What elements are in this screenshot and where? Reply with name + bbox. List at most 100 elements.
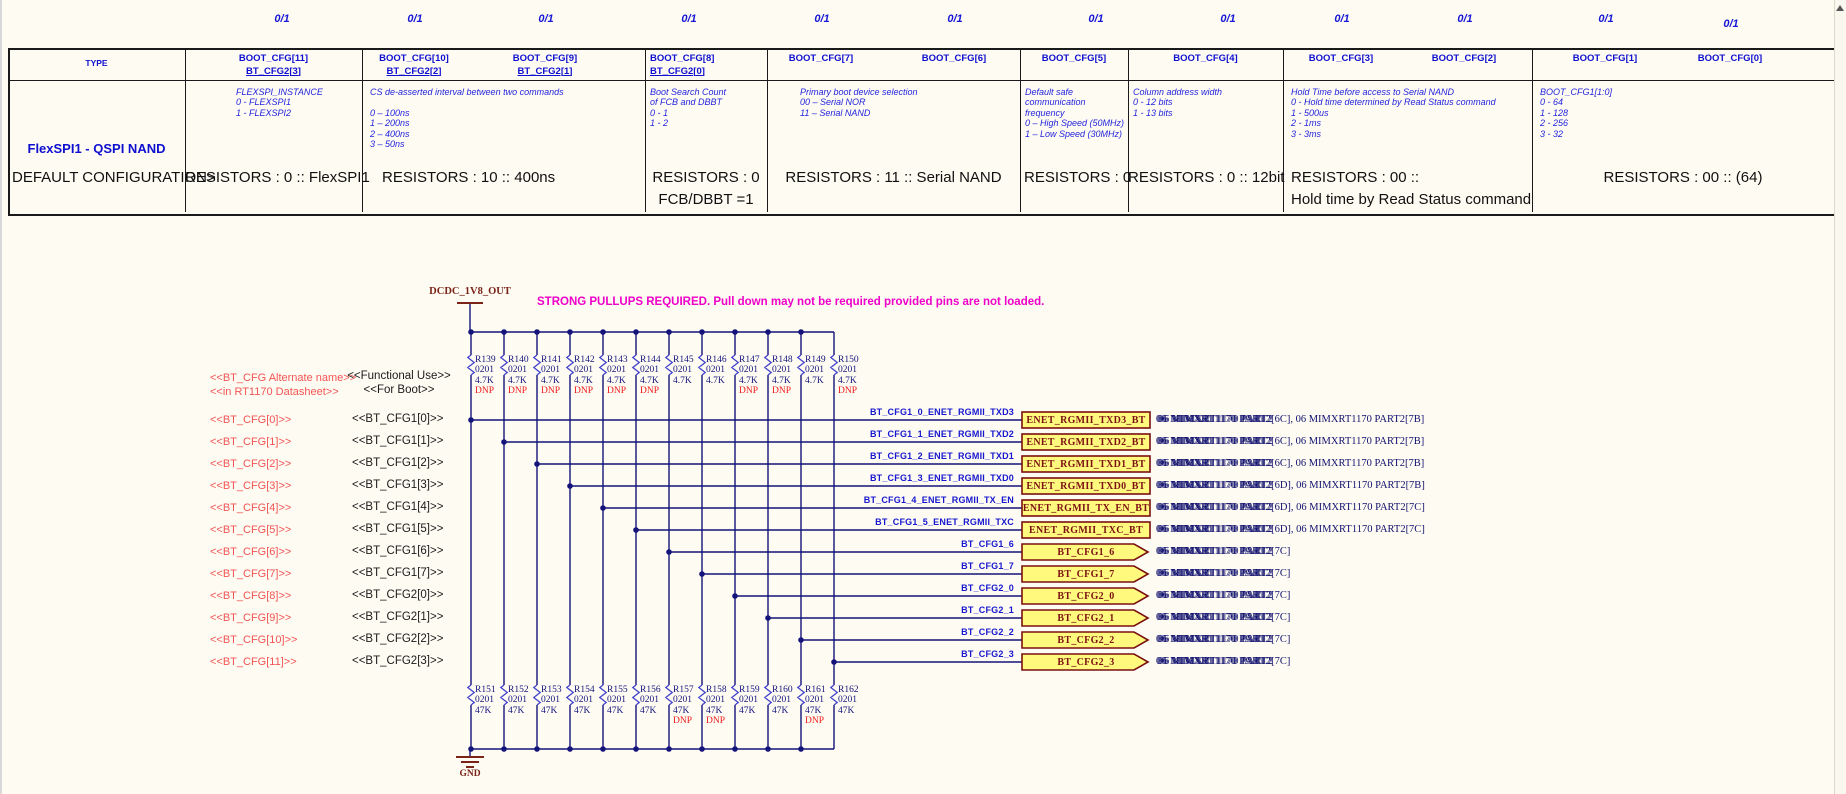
resistor-dnp-flag: DNP [772, 385, 792, 396]
resistor-dnp-flag: DNP [607, 385, 627, 396]
desc-line: Hold Time before access to Serial NAND [1291, 87, 1454, 97]
resistor-value: 4.7K [838, 375, 857, 386]
port-label: ENET_RGMII_TXD3_BT [1026, 415, 1146, 426]
resistor-value: 4.7K [706, 375, 725, 386]
resistor-dnp-flag: DNP [475, 385, 495, 396]
bt-cfg-functional-name: <<BT_CFG1[6]>> [352, 545, 444, 557]
bit-flag: 0/1 [1334, 13, 1350, 25]
resistor-value: 4.7K [772, 375, 791, 386]
desc-line: Primary boot device selection [800, 87, 918, 97]
resistor-refdes: R142 [574, 355, 595, 365]
resistor-dnp-flag: DNP [640, 385, 660, 396]
resistor: R154 0201 47K [574, 685, 595, 716]
resistor-value: 4.7K [805, 375, 824, 386]
scroll-up-arrow-icon[interactable] [1836, 5, 1844, 11]
resistor-value: 4.7K [574, 375, 593, 386]
net-label: BT_CFG1_0_ENET_RGMII_TXD3 [869, 407, 1014, 417]
resistor-dnp-flag: DNP [673, 715, 693, 726]
resistor-size: 0201 [838, 695, 857, 706]
signal-row: <<BT_CFG[2]>> <<BT_CFG1[2]>> BT_CFG1_2_E… [0, 451, 1846, 475]
desc-line: CS de-asserted interval between two comm… [370, 87, 564, 97]
resistor-refdes: R160 [772, 685, 793, 695]
alt-name-header-line2: <<in RT1170 Datasheet>> [210, 386, 339, 398]
desc-line: 1 - 2 [650, 118, 669, 129]
table-divider [362, 48, 363, 212]
signal-row: <<BT_CFG[0]>> <<BT_CFG1[0]>> BT_CFG1_0_E… [0, 407, 1846, 431]
resistor-value: 47K [838, 705, 855, 716]
vertical-scrollbar[interactable] [1834, 0, 1846, 794]
bit-flag: 0/1 [1723, 18, 1739, 30]
bt-cfg-alt-name: <<BT_CFG[10]>> [210, 634, 298, 646]
desc-line: 1 - FLEXSPI2 [236, 107, 292, 118]
resistor: R151 0201 47K [475, 685, 496, 716]
gnd-label: GND [459, 769, 481, 779]
resistor: R160 0201 47K [772, 685, 793, 716]
signal-row: <<BT_CFG[4]>> <<BT_CFG1[4]>> BT_CFG1_4_E… [0, 495, 1846, 519]
bit-flag: 0/1 [681, 13, 697, 25]
resistor-size: 0201 [574, 365, 593, 376]
port-label: ENET_RGMII_TX_EN_BT [1022, 503, 1150, 514]
port-label: ENET_RGMII_TXD0_BT [1026, 481, 1146, 492]
sheet-reference: 06 MIMXRT1170 PART2[7C] [1156, 634, 1291, 645]
sheet-reference: 06 MIMXRT1170 PART2[6D], 06 MIMXRT1170 P… [1156, 524, 1425, 535]
port-symbol [1021, 609, 1150, 627]
boot-type-label: FlexSPI1 - QSPI NAND [27, 141, 166, 156]
desc-line: 1 – Low Speed (30MHz) [1025, 128, 1123, 139]
port-symbol [1021, 499, 1151, 517]
default-cfg4: RESISTORS : 0 :: 12bit [1128, 169, 1285, 186]
resistor-size: 0201 [805, 365, 824, 376]
resistor-refdes: R146 [706, 355, 727, 365]
col-header-boot-cfg-4: BOOT_CFG[4] [1173, 53, 1238, 64]
resistor-dnp-flag: DNP [838, 385, 858, 396]
resistor-size: 0201 [673, 695, 692, 706]
bt-cfg-alt-name: <<BT_CFG[11]>> [210, 656, 297, 668]
port-symbol [1021, 543, 1150, 561]
signal-row: <<BT_CFG[11]>> <<BT_CFG2[3]>> BT_CFG2_3 … [0, 649, 1846, 673]
resistor-value: 4.7K [541, 375, 560, 386]
resistor-size: 0201 [838, 365, 857, 376]
net-label: BT_CFG1_1_ENET_RGMII_TXD2 [869, 429, 1014, 439]
default-cfg3-2-line2: Hold time by Read Status command [1291, 191, 1532, 208]
resistor: R141 0201 4.7K DNP [541, 355, 562, 396]
desc-line: 0 - 12 bits [1133, 97, 1173, 108]
resistor-dnp-flag: DNP [739, 385, 759, 396]
port-symbol [1021, 587, 1150, 605]
bit-flag: 0/1 [407, 13, 423, 25]
resistor-refdes: R157 [673, 685, 694, 695]
net-label: BT_CFG1_3_ENET_RGMII_TXD0 [869, 473, 1014, 483]
net-label: BT_CFG1_4_ENET_RGMII_TX_EN [863, 495, 1014, 505]
resistor-refdes: R161 [805, 685, 826, 695]
port-label: BT_CFG2_0 [1057, 591, 1115, 602]
net-label: BT_CFG1_5_ENET_RGMII_TXC [875, 517, 1014, 527]
desc-line: 0 - 64 [1540, 97, 1564, 108]
resistor-refdes: R154 [574, 685, 595, 695]
table-divider [1283, 48, 1284, 212]
resistor-refdes: R139 [475, 355, 496, 365]
col-header-boot-cfg-10: BOOT_CFG[10] BT_CFG2[2] [379, 53, 449, 77]
sheet-reference: 06 MIMXRT1170 PART2[7C] [1156, 568, 1291, 579]
resistor: R161 0201 47K DNP [805, 685, 826, 726]
resistor-size: 0201 [508, 695, 527, 706]
resistor: R140 0201 4.7K DNP [508, 355, 529, 396]
net-label: BT_CFG1_7 [961, 561, 1014, 571]
resistor: R139 0201 4.7K DNP [475, 355, 496, 396]
resistor-size: 0201 [739, 365, 758, 376]
resistor-value: 4.7K [508, 375, 527, 386]
bt-cfg-functional-name: <<BT_CFG2[3]>> [352, 655, 444, 667]
resistor-refdes: R155 [607, 685, 628, 695]
sheet-reference: 06 MIMXRT1170 PART2[6C], 06 MIMXRT1170 P… [1156, 436, 1425, 447]
bt-cfg-functional-name: <<BT_CFG1[0]>> [352, 413, 444, 425]
desc-line: frequency [1025, 107, 1065, 118]
resistor: R156 0201 47K [640, 685, 661, 716]
bit-flag: 0/1 [1598, 13, 1614, 25]
default-cfg8: RESISTORS : 0 [652, 169, 760, 186]
resistor: R162 0201 47K [838, 685, 859, 716]
resistor-refdes: R144 [640, 355, 661, 365]
desc-line: FLEXSPI_INSTANCE [236, 87, 323, 97]
port-symbol [1021, 521, 1151, 539]
functional-use-header-line2: <<For Boot>> [363, 384, 435, 396]
bit-flag: 0/1 [947, 13, 963, 25]
resistor-value: 47K [706, 705, 723, 716]
bit-flag: 0/1 [1457, 13, 1473, 25]
resistor-size: 0201 [772, 695, 791, 706]
